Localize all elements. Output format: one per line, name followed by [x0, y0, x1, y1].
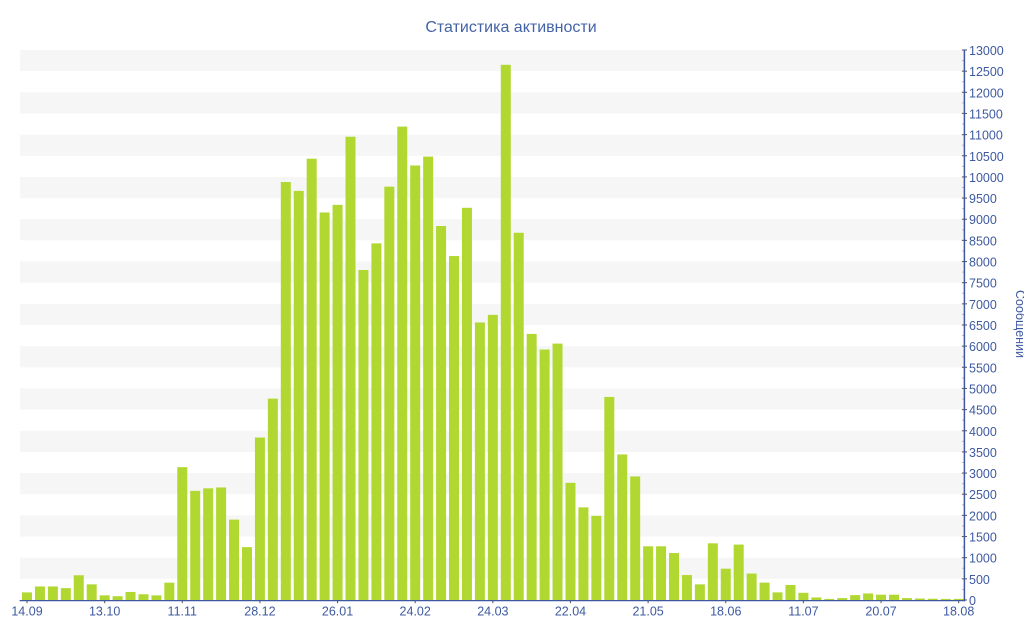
svg-text:21.05: 21.05 — [632, 604, 663, 618]
svg-text:12000: 12000 — [969, 86, 1004, 100]
svg-text:8500: 8500 — [969, 234, 997, 248]
svg-text:11500: 11500 — [969, 107, 1003, 121]
svg-text:28.12: 28.12 — [244, 604, 275, 618]
svg-text:10500: 10500 — [969, 150, 1004, 164]
svg-text:1500: 1500 — [969, 531, 997, 545]
svg-text:3000: 3000 — [969, 467, 997, 481]
svg-text:20.07: 20.07 — [865, 604, 896, 618]
svg-text:4000: 4000 — [969, 425, 997, 439]
svg-text:11000: 11000 — [969, 129, 1003, 143]
svg-text:500: 500 — [969, 573, 990, 587]
svg-text:0: 0 — [969, 594, 976, 608]
svg-text:12500: 12500 — [969, 65, 1004, 79]
svg-text:18.08: 18.08 — [943, 604, 974, 618]
svg-text:18.06: 18.06 — [710, 604, 741, 618]
svg-text:7500: 7500 — [969, 277, 997, 291]
svg-text:6000: 6000 — [969, 340, 997, 354]
svg-text:5000: 5000 — [969, 382, 997, 396]
svg-text:2000: 2000 — [969, 509, 997, 523]
svg-text:10000: 10000 — [969, 171, 1004, 185]
svg-text:8000: 8000 — [969, 256, 997, 270]
svg-text:2500: 2500 — [969, 488, 997, 502]
svg-text:24.03: 24.03 — [477, 604, 508, 618]
svg-text:3500: 3500 — [969, 446, 997, 460]
svg-text:9000: 9000 — [969, 213, 997, 227]
svg-text:11.07: 11.07 — [788, 604, 818, 618]
svg-text:4500: 4500 — [969, 404, 997, 418]
svg-text:9500: 9500 — [969, 192, 997, 206]
svg-text:14.09: 14.09 — [11, 604, 42, 618]
svg-text:24.02: 24.02 — [400, 604, 431, 618]
svg-text:11.11: 11.11 — [168, 604, 197, 618]
svg-text:1000: 1000 — [969, 552, 997, 566]
svg-text:Сообщений: Сообщений — [1013, 290, 1024, 358]
svg-text:7000: 7000 — [969, 298, 997, 312]
svg-text:5500: 5500 — [969, 361, 997, 375]
svg-text:13000: 13000 — [969, 44, 1004, 58]
svg-text:22.04: 22.04 — [555, 604, 586, 618]
svg-text:13.10: 13.10 — [89, 604, 120, 618]
svg-text:Статистика активности: Статистика активности — [425, 19, 596, 36]
svg-text:26.01: 26.01 — [322, 604, 353, 618]
svg-text:6500: 6500 — [969, 319, 997, 333]
